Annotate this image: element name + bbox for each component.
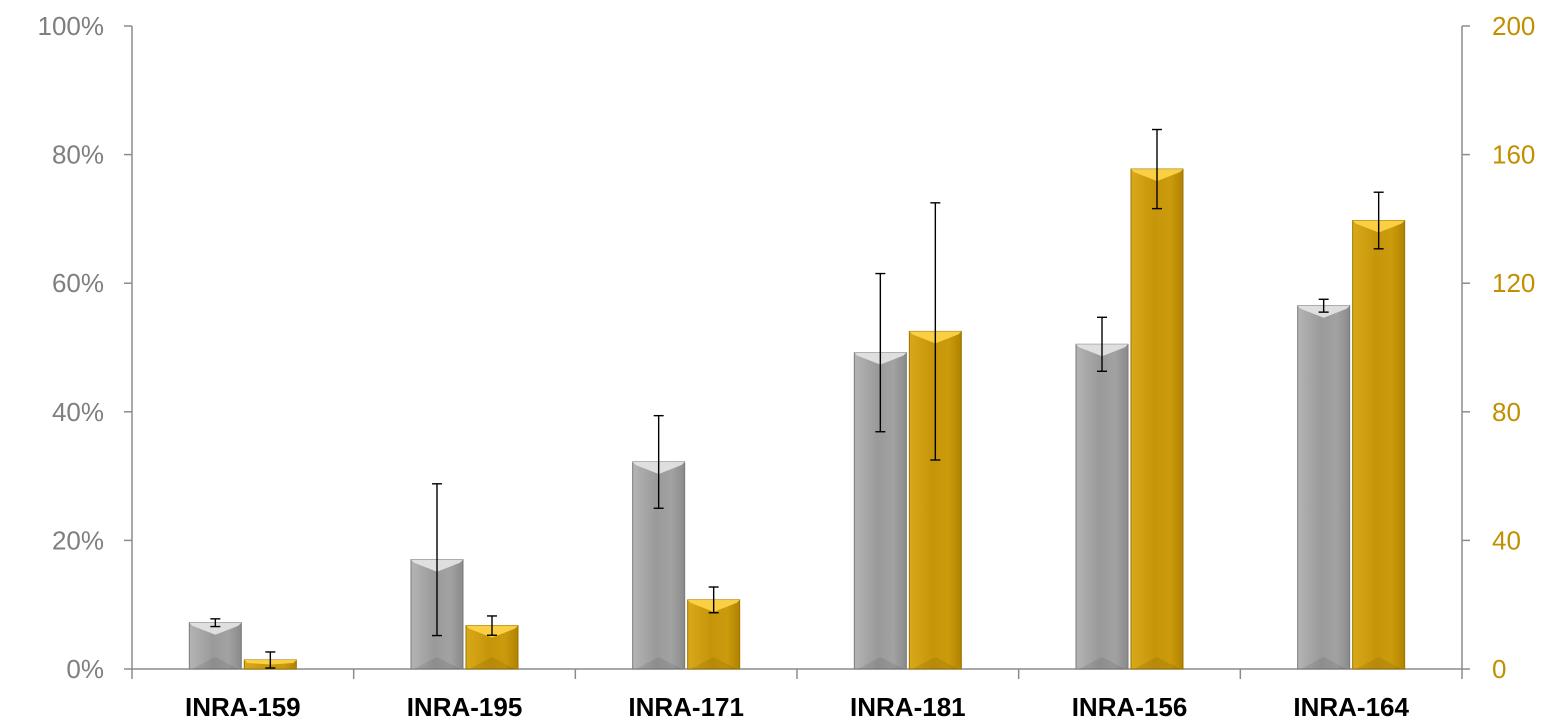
bar-gray-1-shade — [414, 657, 460, 669]
bar-gold-3-body — [908, 330, 962, 670]
error-bar-gray-3 — [875, 272, 886, 433]
bar-gray-0-bevel — [189, 622, 242, 635]
error-bar-gray-0 — [210, 618, 221, 628]
bar-gray-5-body — [1297, 305, 1351, 670]
bars — [188, 128, 1406, 670]
category-label: INRA-171 — [628, 692, 744, 722]
error-bar-gray-2 — [653, 414, 664, 509]
error-bar-gray-5 — [1318, 298, 1329, 313]
bar-gold-4 — [1130, 168, 1184, 670]
right-tick-label: 80 — [1492, 397, 1521, 427]
bar-gold-5 — [1352, 220, 1406, 670]
right-tick-label: 160 — [1492, 140, 1535, 170]
bar-gold-3 — [908, 330, 962, 670]
left-tick-label: 80% — [52, 140, 104, 170]
bar-gold-4-body — [1130, 168, 1184, 670]
bar-gold-4-shade — [1134, 657, 1180, 669]
right-tick-label: 0 — [1492, 654, 1506, 684]
left-tick-label: 60% — [52, 268, 104, 298]
axes — [124, 25, 1470, 679]
bar-gold-3-shade — [912, 657, 959, 669]
bar-gold-5-body — [1352, 220, 1406, 670]
category-label: INRA-159 — [185, 692, 301, 722]
bar-gray-4 — [1075, 343, 1129, 670]
category-label: INRA-195 — [407, 692, 523, 722]
bar-gray-2-shade — [635, 657, 682, 669]
category-label: INRA-164 — [1293, 692, 1409, 722]
right-tick-label: 40 — [1492, 525, 1521, 555]
error-bar-gold-5 — [1373, 191, 1384, 250]
category-label: INRA-181 — [850, 692, 966, 722]
error-bar-gold-4 — [1152, 128, 1162, 210]
bar-gray-0 — [188, 622, 242, 670]
bar-gray-0-shade — [192, 657, 239, 669]
bar-gray-5-shade — [1300, 657, 1347, 669]
bar-gold-1-shade — [469, 657, 515, 669]
left-tick-label: 40% — [52, 397, 104, 427]
right-tick-label: 120 — [1492, 268, 1535, 298]
bar-gold-5-shade — [1355, 657, 1402, 669]
left-tick-label: 20% — [52, 525, 104, 555]
error-bar-gray-4 — [1097, 316, 1107, 372]
bar-gray-4-shade — [1079, 657, 1125, 669]
labels: 0% 20% 40% 60% 80% 100% 0 40 80 120 160 200 INRA-159… — [38, 11, 1536, 722]
error-bar-gold-3 — [930, 202, 941, 461]
bar-gold-2-shade — [690, 657, 737, 669]
error-bar-gold-0 — [265, 651, 276, 669]
right-tick-label: 200 — [1492, 11, 1535, 41]
error-bar-gray-1 — [432, 483, 442, 637]
error-bar-gold-1 — [487, 615, 497, 636]
left-tick-label: 0% — [66, 654, 104, 684]
bar-gray-4-body — [1075, 343, 1129, 670]
bar-gray-5 — [1297, 305, 1351, 670]
bar-gray-3-shade — [857, 657, 904, 669]
error-bar-gold-2 — [708, 586, 719, 614]
left-tick-label: 100% — [38, 11, 105, 41]
category-label: INRA-156 — [1072, 692, 1188, 722]
